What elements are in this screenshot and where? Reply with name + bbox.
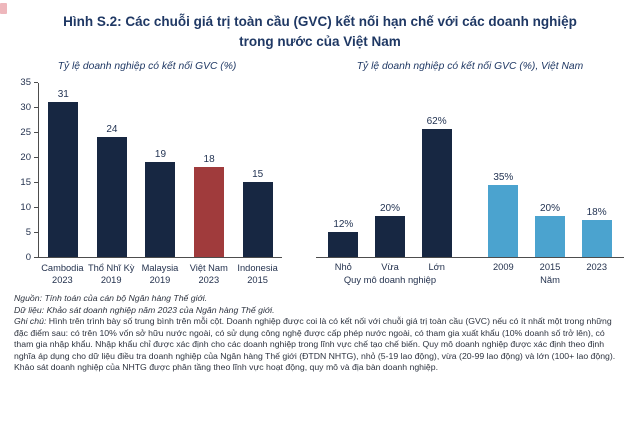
y-tick-mark [34, 107, 38, 109]
bar-value-label: 20% [539, 202, 560, 214]
y-axis: 0 5 10 15 20 25 30 35 [12, 77, 38, 263]
chart-vietnam-subtitle: Tỷ lệ doanh nghiệp có kết nối GVC (%), V… [356, 61, 584, 73]
bar [421, 129, 452, 258]
y-tick-label: 30 [20, 102, 31, 114]
figure-title-line2: trong nước của Việt Nam [239, 33, 401, 49]
bar-column: 19 [145, 149, 176, 258]
bar-column: 15 [242, 169, 273, 258]
x-tick-label: 2009 [492, 262, 514, 273]
figure-title: Hình S.2: Các chuỗi giá trị toàn cầu (GV… [0, 12, 640, 51]
bar-column: 20% [534, 202, 565, 258]
chart-countries: Tỷ lệ doanh nghiệp có kết nối GVC (%) 0 5… [12, 61, 282, 286]
bar-value-label: 15 [252, 169, 264, 181]
y-tick-mark [34, 82, 38, 84]
data-note-label: Dữ liệu: [14, 304, 45, 315]
bar-value-label: 12% [333, 219, 354, 231]
bar-group: 35% 20% 18% [480, 83, 620, 258]
page-corner-mark [0, 3, 7, 14]
bar-value-label: 19 [154, 149, 167, 161]
bar [581, 220, 612, 258]
chart-countries-subtitle: Tỷ lệ doanh nghiệp có kết nối GVC (%) [57, 61, 237, 73]
chart-vietnam-plot-area: 12% 20% 62% 35% 20% 18% [316, 83, 624, 259]
figure-title-line1: Hình S.2: Các chuỗi giá trị toàn cầu (GV… [63, 14, 577, 29]
bar [96, 137, 127, 258]
bar-value-label: 31 [57, 89, 69, 101]
y-tick-mark [34, 257, 38, 259]
x-tick-label: Vừa [381, 262, 399, 273]
explanation-note-text: Hình trên trình bày số trung bình trên m… [14, 316, 616, 373]
footnotes: Nguồn: Tính toán của cán bộ Ngân hàng Th… [0, 293, 640, 373]
source-note-text: Tính toán của cán bộ Ngân hàng Thế giới. [44, 293, 208, 304]
y-tick-mark [34, 132, 38, 134]
bar-column: 31 [48, 89, 79, 258]
bar-value-label: 18% [586, 207, 607, 219]
chart-countries-plot-area: 31 24 19 18 15 [38, 83, 282, 259]
group-label-firm-size: Quy mô doanh nghiệp [343, 274, 437, 286]
chart-countries-plot-wrap: 0 5 10 15 20 25 30 35 31 24 19 18 15 [12, 77, 282, 263]
x-tick-label: Việt Nam 2023 [189, 263, 228, 286]
bar-column: 12% [328, 219, 359, 258]
x-tick-label: 2023 [586, 262, 608, 273]
y-tick-mark [34, 207, 38, 209]
source-note: Nguồn: Tính toán của cán bộ Ngân hàng Th… [14, 293, 626, 304]
bar [48, 102, 79, 258]
y-tick-label: 25 [20, 127, 31, 139]
group-label-year: Năm [540, 274, 560, 286]
x-tick-label: Lớn [428, 262, 445, 273]
bar [145, 162, 176, 258]
bar-value-label: 35% [493, 172, 514, 184]
y-tick-label: 10 [20, 202, 31, 214]
chart-vietnam-group-labels: Quy mô doanh nghiệp Năm [316, 274, 624, 285]
chart-vietnam-x-labels: Nhỏ Vừa Lớn 2009 2015 2023 [316, 262, 624, 272]
x-tick-label: Cambodia 2023 [41, 263, 84, 286]
bar [328, 232, 359, 258]
explanation-note: Ghi chú: Hình trên trình bày số trung bì… [14, 316, 626, 373]
data-note-text: Khảo sát doanh nghiệp năm 2023 của Ngân … [46, 304, 275, 315]
bar [488, 185, 519, 258]
bar-value-label: 20% [379, 202, 400, 214]
bar-value-label: 18 [203, 154, 215, 166]
y-tick-mark [34, 182, 38, 184]
x-tick-label: Malaysia 2019 [141, 263, 179, 286]
x-tick-label: 2015 [539, 262, 561, 273]
bar-column: 18 [194, 154, 225, 258]
x-label-group: Nhỏ Vừa Lớn [320, 262, 460, 272]
explanation-note-label: Ghi chú: [14, 316, 47, 327]
x-tick-label: Thổ Nhĩ Kỳ 2019 [87, 263, 135, 286]
bar-column: 24 [96, 124, 127, 258]
bar [194, 167, 225, 258]
x-tick-label: Nhỏ [334, 262, 352, 273]
bar-group: 12% 20% 62% [320, 83, 460, 258]
bar [242, 182, 273, 258]
bar-column: 20% [374, 202, 405, 258]
y-tick-label: 0 [25, 252, 31, 264]
bar [534, 215, 565, 258]
bar-column: 35% [488, 172, 519, 258]
y-tick-label: 15 [20, 177, 31, 189]
data-note: Dữ liệu: Khảo sát doanh nghiệp năm 2023 … [14, 305, 626, 316]
y-tick-label: 35 [20, 77, 31, 89]
y-tick-mark [34, 157, 38, 159]
y-tick-label: 5 [25, 227, 31, 239]
chart-countries-x-labels: Cambodia 2023 Thổ Nhĩ Kỳ 2019 Malaysia 2019 Vi… [38, 262, 282, 286]
y-tick-mark [34, 232, 38, 234]
bar-value-label: 62% [426, 116, 447, 128]
x-label-group: 2009 2015 2023 [480, 262, 620, 272]
bar [374, 215, 405, 258]
source-note-label: Nguồn: [14, 293, 43, 304]
x-tick-label: Indonesia 2015 [237, 263, 278, 286]
charts-row: Tỷ lệ doanh nghiệp có kết nối GVC (%) 0 5… [0, 51, 640, 286]
chart-vietnam: Tỷ lệ doanh nghiệp có kết nối GVC (%), V… [316, 61, 624, 285]
bar-column: 62% [421, 116, 452, 258]
bar-value-label: 24 [106, 124, 118, 136]
bar-column: 18% [581, 207, 612, 258]
y-tick-label: 20 [20, 152, 31, 164]
